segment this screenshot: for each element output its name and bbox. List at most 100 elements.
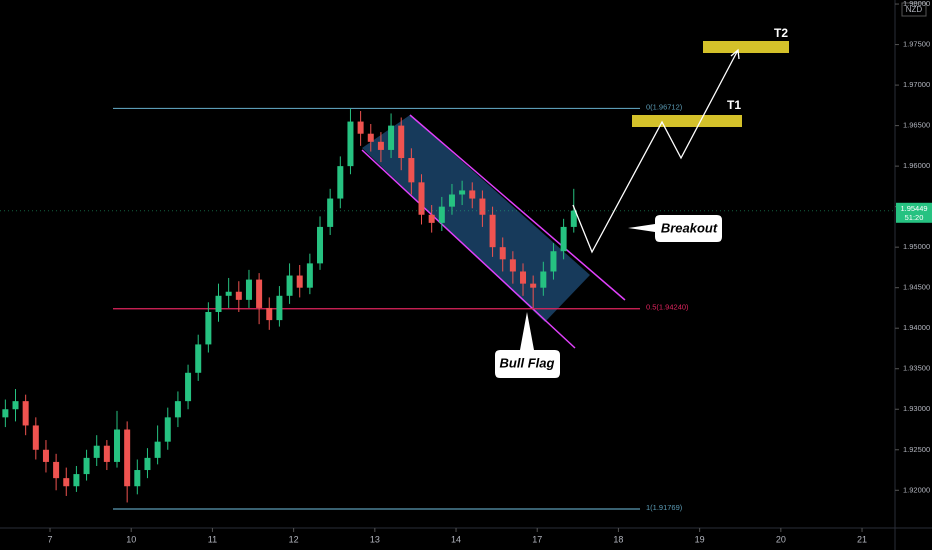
candle-body [144, 457, 151, 471]
x-tick-label: 13 [370, 534, 380, 544]
candle-body [377, 141, 384, 150]
candle-body [103, 445, 110, 462]
candle-body [42, 449, 49, 462]
candle-body [418, 182, 425, 215]
x-tick-label: 17 [532, 534, 542, 544]
candle-body [509, 259, 516, 272]
candle-body [479, 198, 486, 215]
candle-body [53, 461, 60, 479]
candle-body [357, 121, 364, 134]
t2-label: T2 [774, 26, 788, 40]
fib-label: 0(1.96712) [646, 102, 683, 111]
candle-body [134, 470, 141, 487]
x-tick-label: 11 [208, 534, 217, 544]
candle-body [367, 133, 374, 142]
price-tag-label: 1.95449 [900, 204, 927, 213]
x-tick-label: 18 [613, 534, 623, 544]
candle-body [215, 295, 222, 313]
candle-body [83, 457, 90, 475]
candle-body [388, 125, 395, 150]
candle-body [124, 429, 131, 487]
candle-body [195, 344, 202, 373]
candle-body [550, 251, 557, 272]
x-tick-label: 10 [126, 534, 136, 544]
candle-body [164, 417, 171, 442]
candle-body [469, 190, 476, 199]
projection-path [572, 49, 739, 254]
y-tick-label: 1.92000 [903, 485, 930, 494]
candle-body [530, 283, 537, 288]
currency: NZD [906, 5, 923, 14]
x-tick-label: 12 [289, 534, 299, 544]
candle-body [12, 401, 19, 410]
channel-lower [361, 149, 576, 349]
x-tick-label: 14 [451, 534, 461, 544]
candle-body [428, 214, 435, 223]
candle-body [256, 279, 263, 308]
fib-label: 1(1.91769) [646, 503, 683, 512]
y-tick-label: 1.92500 [903, 445, 930, 454]
candle-body [266, 307, 273, 321]
breakout-label: Breakout [661, 220, 718, 235]
y-tick-label: 1.98000 [903, 0, 930, 8]
x-tick-label: 7 [48, 534, 53, 544]
x-tick-label: 21 [857, 534, 867, 544]
y-tick-label: 1.94000 [903, 323, 930, 332]
x-tick-label: 19 [695, 534, 705, 544]
candle-body [327, 198, 334, 227]
price-tag [896, 202, 932, 223]
channel-upper [409, 114, 626, 301]
candle-body [154, 441, 161, 458]
candle-body [448, 194, 455, 207]
candle-body [499, 247, 506, 260]
candle-body [235, 291, 242, 300]
y-tick-label: 1.95000 [903, 242, 930, 251]
y-tick-label: 1.96500 [903, 121, 930, 130]
bull-flag-callout [495, 312, 560, 378]
bull-flag-label: Bull Flag [500, 355, 555, 370]
t2-zone [703, 41, 789, 53]
flag-channel [362, 115, 590, 322]
candle-body [317, 226, 324, 264]
candle-body [174, 401, 181, 418]
candle-body [2, 409, 9, 418]
candle-body [73, 474, 80, 487]
candle-body [560, 226, 567, 252]
candle-body [337, 166, 344, 199]
candle-body [540, 271, 547, 288]
candle-body [22, 401, 29, 426]
candle-body [520, 271, 527, 284]
y-tick-label: 1.94500 [903, 283, 930, 292]
plot: 0(1.96712) 0.5(1.94240) 1(1.91769) [2, 102, 689, 512]
candle-body [185, 372, 192, 402]
y-tick-label: 1.97000 [903, 80, 930, 89]
candle-body [93, 445, 100, 458]
breakout-callout [628, 215, 722, 242]
y-tick-label: 1.96000 [903, 161, 930, 170]
candle-body [570, 210, 577, 227]
candle-body [438, 206, 445, 223]
candle-body [114, 429, 121, 462]
candle-body [489, 214, 496, 248]
candle-body [245, 279, 252, 300]
candle-body [63, 478, 70, 487]
candle-body [276, 295, 283, 321]
fib-label: 0.5(1.94240) [646, 303, 689, 312]
t1-label: T1 [727, 98, 741, 112]
currency-box [901, 2, 927, 17]
y-tick-label: 1.93500 [903, 364, 930, 373]
candle-body [408, 158, 415, 183]
x-tick-label: 20 [776, 534, 786, 544]
candle-body [459, 190, 466, 195]
candle-body [205, 312, 212, 345]
y-tick-label: 1.97500 [903, 40, 930, 49]
candle-body [347, 121, 354, 167]
t1-zone [632, 115, 742, 127]
candle-body [225, 291, 232, 296]
candle-body [398, 125, 405, 159]
candle-body [306, 263, 313, 288]
candle-body [296, 275, 303, 288]
candle-body [286, 275, 293, 296]
